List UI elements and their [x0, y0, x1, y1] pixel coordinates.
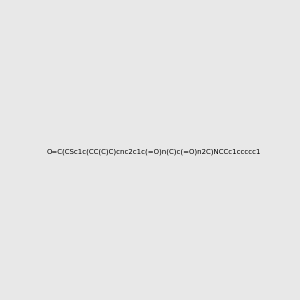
- Text: O=C(CSc1c(CC(C)C)cnc2c1c(=O)n(C)c(=O)n2C)NCCc1ccccc1: O=C(CSc1c(CC(C)C)cnc2c1c(=O)n(C)c(=O)n2C…: [46, 148, 261, 155]
